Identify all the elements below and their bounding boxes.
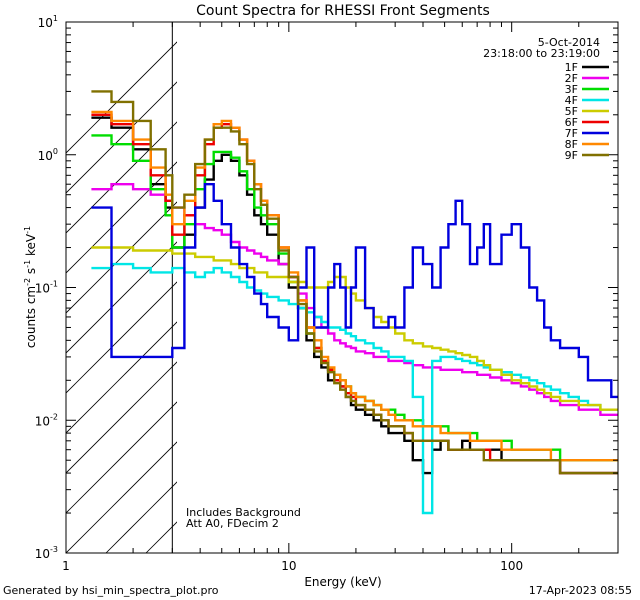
series-line-9F [91,90,618,475]
hatch-line [66,361,177,474]
y-tick-labels: 101 100 10-1 10-2 10-3 [35,14,58,561]
annotation-background: Includes Background [186,506,301,519]
x-tick-label: 100 [500,559,523,573]
hatch-line [266,0,640,553]
chart-title: Count Spectra for RHESSI Front Segments [196,3,490,19]
series-line-2F [91,183,618,416]
legend-label-3F: 3F [565,83,578,96]
y-tick-label: 10-1 [35,280,58,296]
legend-label-2F: 2F [565,72,578,85]
x-tick-labels: 1 10 100 [62,559,523,573]
y-axis-label: counts cm-2 s-1 keV-1 [23,226,38,348]
legend-label-5F: 5F [565,105,578,118]
legend-label-8F: 8F [565,138,578,151]
hatch-line [346,0,640,553]
x-tick-label: 10 [281,559,296,573]
legend-label-4F: 4F [565,94,578,107]
hatch-line [626,0,640,553]
hatch-line [66,81,177,194]
hatch-line [466,0,640,553]
hatch-line [66,201,177,314]
hatch-line [426,0,640,553]
axis-ticks [65,21,619,554]
hatch-line [586,0,640,553]
series-line-4F [91,262,618,515]
y-tick-label: 101 [38,14,58,30]
hatch-line [66,121,177,234]
timestamp-label: 17-Apr-2023 08:55 [528,584,632,597]
series-layer [91,90,618,515]
y-tick-label: 10-3 [35,545,58,561]
x-axis-label: Energy (keV) [304,575,381,589]
hatch-line [66,401,177,514]
legend-label-9F: 9F [565,149,578,162]
y-tick-label: 100 [38,147,58,163]
hatch-line [66,241,177,354]
hatch-line [66,41,177,154]
legend-label-7F: 7F [565,127,578,140]
hatch-line [66,441,177,553]
time-range-label: 23:18:00 to 23:19:00 [483,47,600,60]
date-label: 5-Oct-2014 [538,36,600,49]
legend-label-6F: 6F [565,116,578,129]
legend-label-1F: 1F [565,61,578,74]
series-line-7F [91,183,618,399]
generator-label: Generated by hsi_min_spectra_plot.pro [3,584,219,597]
annotation-attenuator: Att A0, FDecim 2 [186,517,279,530]
x-tick-label: 1 [62,559,70,573]
y-tick-label: 10-2 [35,412,58,428]
attenuator-hatch [66,0,640,553]
